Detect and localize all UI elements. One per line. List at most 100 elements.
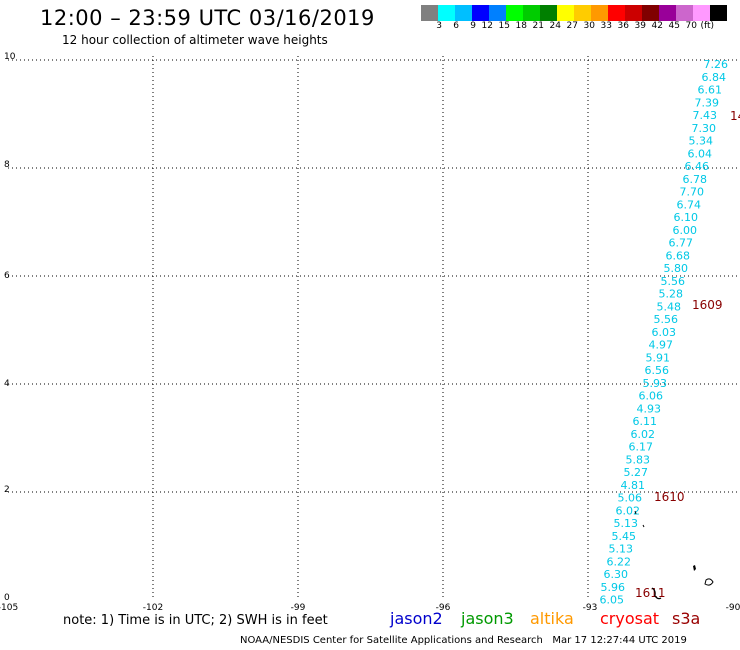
- latitude-labels: 10 8 6 4 2 0: [4, 52, 16, 603]
- wave-height-label: 6.03: [652, 326, 677, 339]
- pass-time-label: 1611: [635, 586, 666, 600]
- altimeter-track: 7.266.846.617.397.437.305.346.046.466.78…: [600, 58, 729, 607]
- color-scale-label: 36: [617, 21, 629, 31]
- longitude-label: -99: [291, 603, 306, 613]
- legend-item-s3a: s3a: [672, 609, 701, 628]
- color-swatch: [438, 5, 455, 21]
- wave-height-label: 6.46: [685, 160, 710, 173]
- island-shape: [704, 578, 714, 586]
- color-swatch: [489, 5, 506, 21]
- pass-time-label: 1610: [654, 490, 685, 504]
- color-swatch: [506, 5, 523, 21]
- wave-height-label: 6.30: [604, 568, 629, 581]
- wave-height-label: 6.02: [631, 428, 656, 441]
- color-scale-label: 39: [634, 21, 646, 31]
- color-swatch: [710, 5, 727, 21]
- color-scale-label: 27: [566, 21, 578, 31]
- latitude-label: 0: [4, 593, 10, 603]
- longitude-label: -93: [583, 603, 598, 613]
- color-swatch: [659, 5, 676, 21]
- color-swatch: [642, 5, 659, 21]
- color-scale-label: 3: [436, 21, 442, 31]
- legend-item-altika: altika: [530, 609, 574, 628]
- wave-height-label: 6.02: [616, 504, 641, 517]
- color-swatch: [574, 5, 591, 21]
- color-swatch: [591, 5, 608, 21]
- coast-fragment: [634, 510, 637, 515]
- island-shape: [693, 565, 696, 571]
- wave-height-label: 7.30: [692, 122, 717, 135]
- coast-fragment: [642, 524, 645, 528]
- color-swatch: [625, 5, 642, 21]
- wave-height-label: 7.70: [680, 186, 705, 199]
- wave-height-label: 7.39: [695, 96, 720, 109]
- color-scale-label: 21: [532, 21, 544, 31]
- wave-height-label: 6.00: [673, 224, 698, 237]
- wave-height-label: 6.05: [600, 594, 625, 607]
- legend-item-jason3: jason3: [461, 609, 514, 628]
- color-swatch: [557, 5, 574, 21]
- longitude-label: -90: [726, 603, 740, 613]
- latitude-label: 6: [4, 271, 10, 281]
- legend-item-jason2: jason2: [390, 609, 443, 628]
- color-scale-label: 30: [583, 21, 595, 31]
- color-swatch: [455, 5, 472, 21]
- wave-height-label: 6.22: [607, 555, 632, 568]
- wave-height-label: 5.45: [612, 530, 637, 543]
- wave-height-label: 5.34: [689, 135, 714, 148]
- latitude-label: 4: [4, 379, 10, 389]
- pass-time-label: 14: [730, 109, 740, 123]
- wave-height-label: 5.56: [661, 275, 686, 288]
- latitude-label: 8: [4, 160, 10, 170]
- page-subtitle: 12 hour collection of altimeter wave hei…: [62, 33, 328, 47]
- longitude-label: -102: [143, 603, 163, 613]
- color-scale-label: 45: [668, 21, 680, 31]
- latitude-label: 2: [4, 485, 10, 495]
- wave-height-label: 5.27: [624, 466, 649, 479]
- color-swatch: [693, 5, 710, 21]
- color-scale-label: 33: [600, 21, 612, 31]
- wave-height-label: 4.97: [649, 339, 674, 352]
- color-scale-label: 15: [498, 21, 510, 31]
- wave-height-label: 6.61: [698, 84, 723, 97]
- pass-time-labels: 14 1609 1610 1611: [635, 109, 740, 600]
- wave-height-label: 4.81: [621, 479, 646, 492]
- wave-height-label: 6.77: [669, 237, 694, 250]
- page-title: 12:00 – 23:59 UTC 03/16/2019: [40, 6, 375, 30]
- wave-height-label: 6.84: [702, 71, 727, 84]
- wave-height-label: 5.91: [646, 351, 671, 364]
- coastline: [634, 510, 714, 600]
- wave-height-label: 7.26: [704, 58, 729, 71]
- wave-height-label: 7.43: [693, 109, 718, 122]
- wave-height-label: 5.13: [614, 517, 639, 530]
- wave-height-label: 6.56: [645, 364, 670, 377]
- wave-height-label: 6.06: [639, 390, 664, 403]
- color-scale-labels: 3 6 9 12 15 18 21 24 27 30 33 36 39 42 45 70 (ft): [421, 21, 740, 33]
- longitude-label: -105: [0, 603, 18, 613]
- wave-height-label: 5.56: [654, 313, 679, 326]
- wave-height-label: 5.83: [626, 453, 651, 466]
- longitude-label: -96: [436, 603, 451, 613]
- wave-height-label: 5.93: [643, 377, 668, 390]
- legend-item-cryosat: cryosat: [600, 609, 660, 628]
- color-scale-label: 6: [453, 21, 459, 31]
- color-scale-label: 9: [470, 21, 476, 31]
- color-swatch: [472, 5, 489, 21]
- wave-height-label: 6.11: [633, 415, 658, 428]
- wave-height-label: 6.78: [683, 173, 708, 186]
- wave-height-label: 6.17: [629, 441, 654, 454]
- color-scale-label: 24: [549, 21, 561, 31]
- latitude-label: 10: [4, 52, 16, 62]
- wave-height-label: 6.04: [688, 147, 713, 160]
- color-swatch: [523, 5, 540, 21]
- wave-height-label: 5.80: [664, 262, 689, 275]
- wave-height-label: 5.28: [659, 288, 684, 301]
- credit-line: NOAA/NESDIS Center for Satellite Applica…: [240, 635, 687, 646]
- wave-height-label: 6.10: [674, 211, 699, 224]
- color-swatch: [540, 5, 557, 21]
- wave-height-label: 6.74: [677, 198, 702, 211]
- color-scale: [421, 5, 727, 21]
- coast-fragment: [651, 587, 662, 600]
- wave-height-label: 5.48: [657, 300, 682, 313]
